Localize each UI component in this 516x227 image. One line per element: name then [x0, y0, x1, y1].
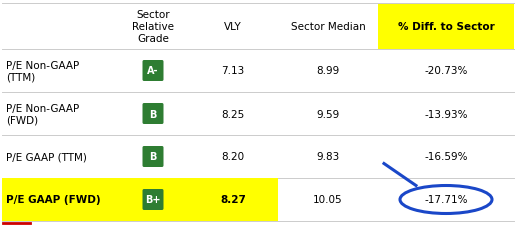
Text: P/E Non-GAAP
(TTM): P/E Non-GAAP (TTM): [6, 60, 79, 82]
FancyBboxPatch shape: [142, 146, 164, 167]
Text: Sector Median: Sector Median: [291, 22, 365, 32]
Text: 8.27: 8.27: [220, 195, 246, 205]
FancyBboxPatch shape: [142, 189, 164, 210]
Text: P/E GAAP (FWD): P/E GAAP (FWD): [6, 195, 101, 205]
Text: 9.59: 9.59: [316, 109, 340, 119]
Text: 8.99: 8.99: [316, 66, 340, 76]
Text: P/E Non-GAAP
(FWD): P/E Non-GAAP (FWD): [6, 103, 79, 125]
Text: 7.13: 7.13: [221, 66, 245, 76]
Text: VLY: VLY: [224, 22, 242, 32]
Text: B: B: [149, 109, 157, 119]
FancyBboxPatch shape: [142, 104, 164, 124]
Text: B+: B+: [145, 195, 161, 205]
Text: -16.59%: -16.59%: [424, 152, 467, 162]
Bar: [2, 178, 278, 221]
Text: Sector
Relative
Grade: Sector Relative Grade: [132, 10, 174, 43]
Text: -17.71%: -17.71%: [424, 195, 467, 205]
Text: 10.05: 10.05: [313, 195, 343, 205]
Text: % Diff. to Sector: % Diff. to Sector: [398, 22, 494, 32]
Text: 8.20: 8.20: [221, 152, 245, 162]
Text: 8.25: 8.25: [221, 109, 245, 119]
Text: -13.93%: -13.93%: [424, 109, 467, 119]
Text: P/E GAAP (TTM): P/E GAAP (TTM): [6, 152, 87, 162]
Text: A-: A-: [147, 66, 159, 76]
Text: -20.73%: -20.73%: [424, 66, 467, 76]
FancyBboxPatch shape: [142, 61, 164, 82]
Text: 9.83: 9.83: [316, 152, 340, 162]
Text: B: B: [149, 152, 157, 162]
Bar: [378, 4, 514, 50]
